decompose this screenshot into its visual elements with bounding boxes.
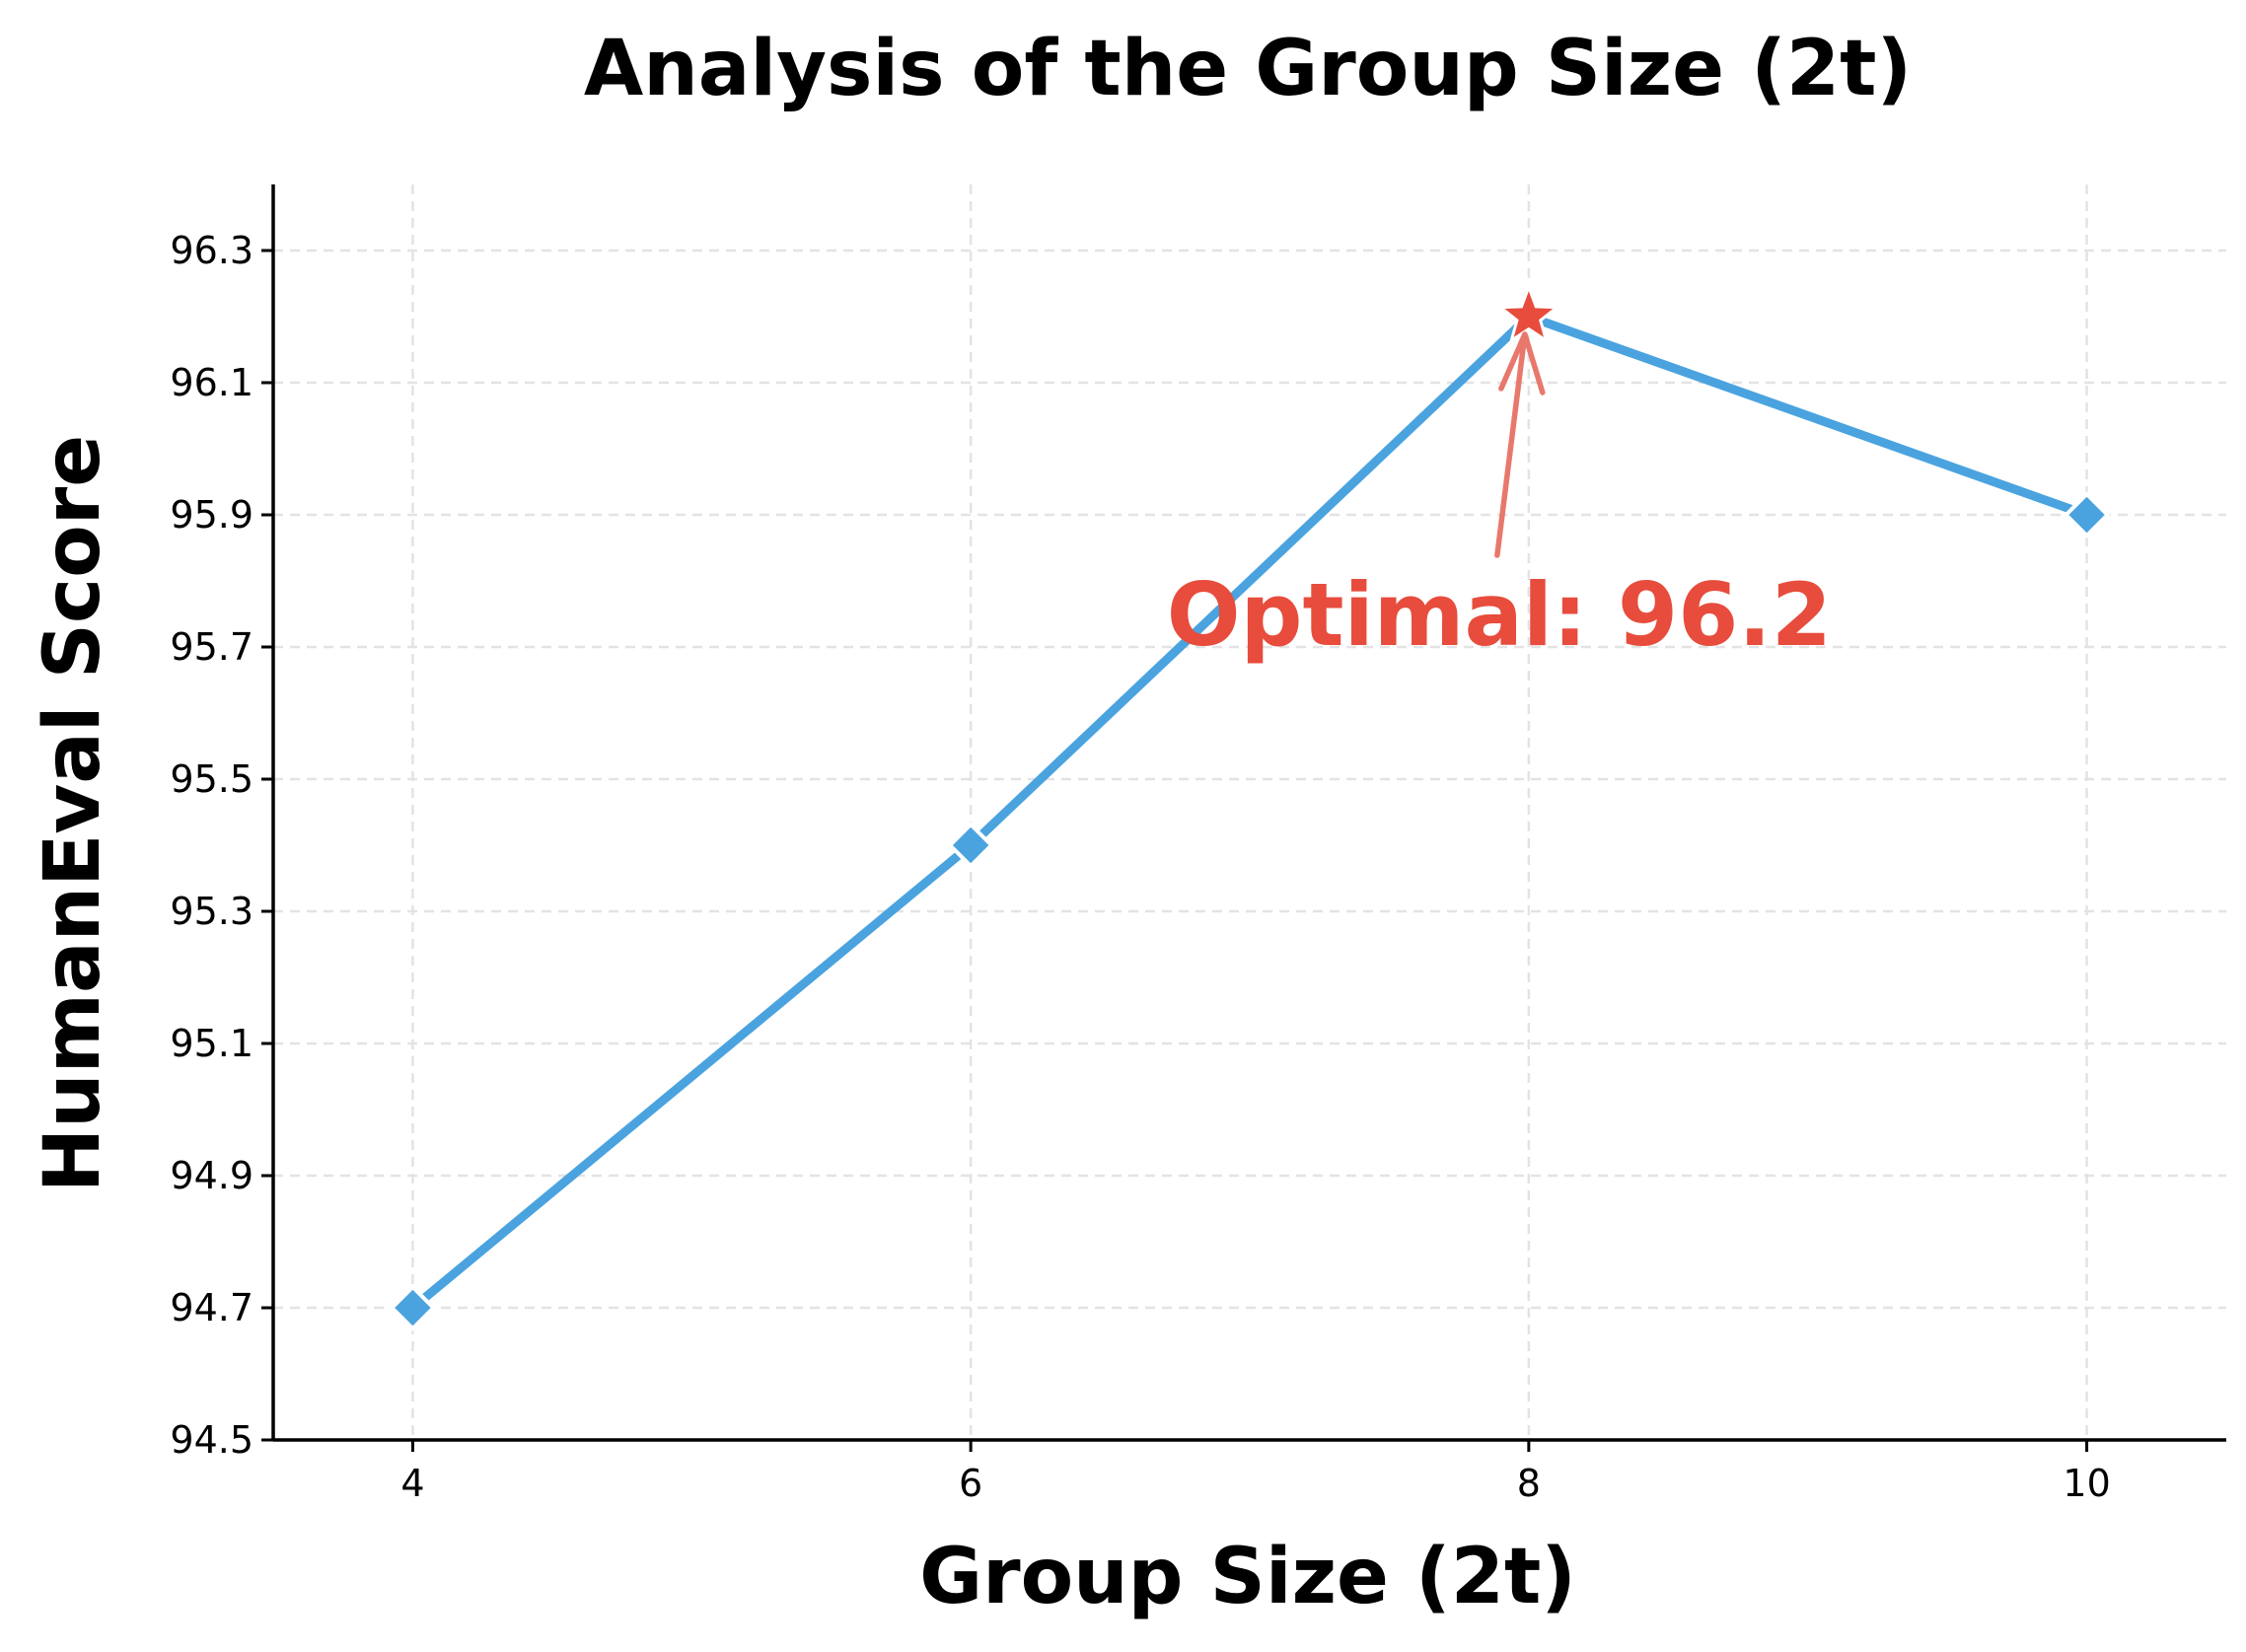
y-tick-label: 95.3	[170, 890, 254, 933]
y-tick-label: 94.7	[170, 1286, 254, 1329]
diamond-marker	[947, 822, 994, 869]
series-line	[407, 312, 2092, 1313]
annotation-label: Optimal: 96.2	[1167, 564, 1832, 666]
x-tick-label: 4	[400, 1462, 424, 1505]
x-tick-label: 6	[959, 1462, 982, 1505]
grid	[273, 184, 2226, 1442]
series	[389, 282, 2111, 1331]
diamond-marker	[2063, 491, 2111, 539]
chart-title: Analysis of the Group Size (2t)	[584, 25, 1912, 113]
y-tick-label: 95.1	[170, 1022, 254, 1065]
x-axis-label: Group Size (2t)	[919, 1533, 1576, 1621]
y-tick-label: 95.7	[170, 625, 254, 669]
annotation-arrow-head	[1498, 331, 1546, 395]
ticks: 94.5 94.7 94.9 95.1 95.3 95.5 95.7 95.9 96.1 96.3…	[170, 229, 2110, 1505]
y-tick-label: 95.9	[170, 493, 254, 537]
y-tick-label: 94.9	[170, 1154, 254, 1197]
annotation-arrow-shaft	[1494, 331, 1528, 558]
star-marker	[1496, 282, 1561, 344]
axes	[271, 184, 2226, 1442]
x-tick-label: 8	[1517, 1462, 1541, 1505]
x-tick-label: 10	[2063, 1462, 2110, 1505]
y-axis-label: HumanEval Score	[29, 435, 117, 1192]
diamond-marker	[389, 1284, 437, 1331]
y-tick-label: 95.5	[170, 757, 254, 801]
annotation: Optimal: 96.2	[1167, 331, 1832, 666]
y-tick-label: 96.3	[170, 229, 254, 272]
y-tick-label: 96.1	[170, 361, 254, 404]
y-tick-label: 94.5	[170, 1418, 254, 1462]
